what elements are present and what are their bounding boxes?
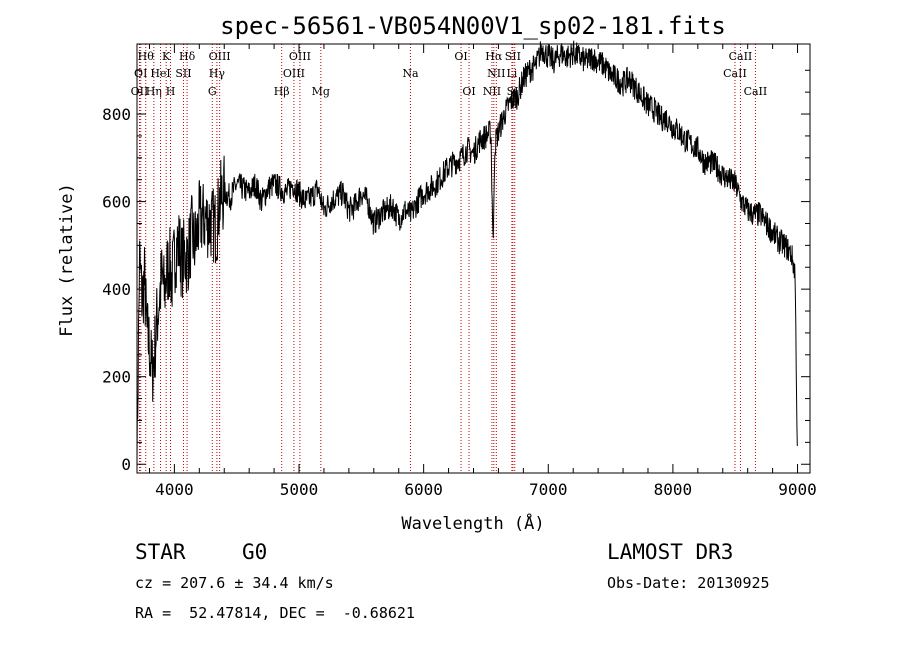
line-label-13: OIII — [283, 67, 305, 80]
y-tick-label-4: 800 — [102, 105, 131, 124]
line-label-15: Mg — [312, 85, 330, 98]
line-label-3: Hη — [146, 85, 162, 98]
line-label-0: OII — [131, 85, 149, 98]
line-label-6: H — [166, 85, 176, 98]
obs-date: Obs-Date: 20130925 — [607, 574, 770, 592]
line-label-9: G — [208, 85, 217, 98]
line-label-20: Hα — [485, 50, 503, 63]
y-tick-label-3: 600 — [102, 193, 131, 212]
line-label-22: Li — [506, 67, 517, 80]
redshift-cz: cz = 207.6 ± 34.4 km/s — [135, 574, 334, 592]
line-label-10: Hγ — [209, 67, 226, 80]
plot-frame — [136, 43, 811, 474]
x-tick-label-2: 6000 — [404, 480, 443, 499]
x-tick-label-3: 7000 — [529, 480, 568, 499]
chart-title: spec-56561-VB054N00V1_sp02-181.fits — [220, 12, 726, 40]
spectral-line-markers: OII OI Hθ Hη HeI K H SII Hδ G Hγ OIII Hβ OIII OIII Mg Na… — [131, 44, 768, 473]
line-label-23: SII — [505, 50, 521, 63]
line-label-26: CaII — [729, 50, 753, 63]
y-tick-label-1: 200 — [102, 368, 131, 387]
object-subclass: G0 — [242, 540, 268, 564]
line-label-16: Na — [402, 67, 419, 80]
line-label-25: CaII — [723, 67, 747, 80]
line-label-19: NII — [483, 85, 501, 98]
object-class: STAR — [135, 540, 186, 564]
survey-label: LAMOST DR3 — [607, 540, 734, 564]
line-label-17: OI — [454, 50, 467, 63]
line-label-8: Hδ — [179, 50, 196, 63]
line-label-12: Hβ — [274, 85, 290, 98]
flux-series — [136, 40, 798, 465]
line-label-27: CaII — [744, 85, 768, 98]
x-tick-label-0: 4000 — [155, 480, 194, 499]
axis-ticks: 4000 5000 6000 7000 8000 9000 0 200 400 600 800 — [102, 44, 817, 499]
line-label-21: NII — [487, 67, 505, 80]
line-label-2: Hθ — [138, 50, 155, 63]
y-axis-label: Flux (relative) — [57, 183, 77, 337]
x-axis-label: Wavelength (Å) — [401, 512, 544, 534]
line-label-14: OIII — [289, 50, 311, 63]
line-label-11: OIII — [209, 50, 231, 63]
line-label-18: OI — [462, 85, 475, 98]
ra-dec: RA = 52.47814, DEC = -0.68621 — [135, 604, 415, 622]
y-tick-label-0: 0 — [121, 455, 131, 474]
y-tick-label-2: 400 — [102, 280, 131, 299]
x-tick-label-1: 5000 — [280, 480, 319, 499]
flux-line — [136, 40, 798, 465]
x-tick-label-4: 8000 — [654, 480, 693, 499]
line-label-7: SII — [175, 67, 191, 80]
line-label-4: HeI — [150, 67, 170, 80]
line-label-5: K — [162, 50, 171, 63]
x-tick-label-5: 9000 — [778, 480, 817, 499]
